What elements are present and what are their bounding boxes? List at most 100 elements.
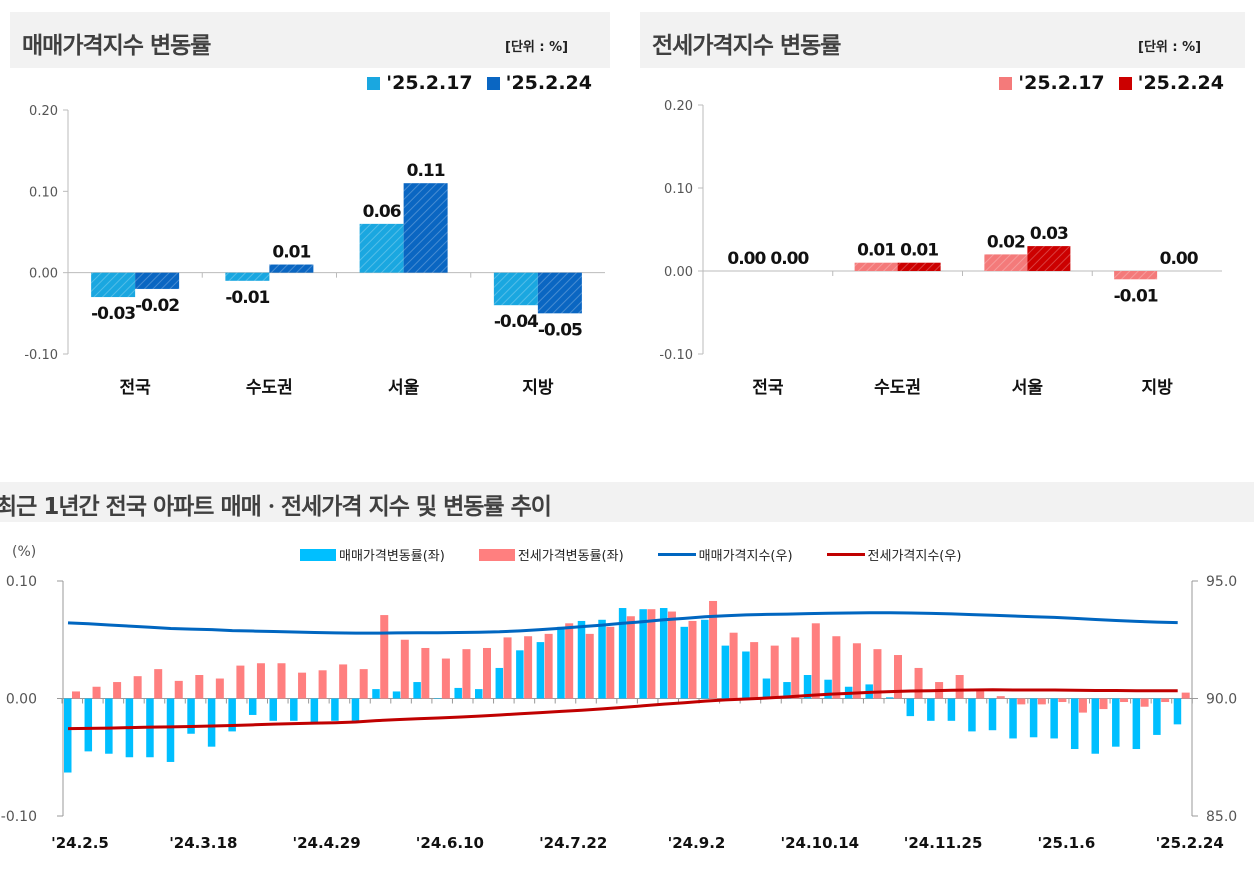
jeonse-rate-bar <box>770 645 779 699</box>
sale-rate-bar <box>105 698 113 754</box>
legend-label-curr: '25.2.24 <box>1137 72 1224 94</box>
legend-swatch-prev <box>999 76 1013 90</box>
data-label: 0.01 <box>900 241 938 261</box>
bar-hatch <box>897 262 941 271</box>
jeonse-rate-bar <box>236 665 245 699</box>
jeonse-index-line <box>67 688 1178 731</box>
sale-rate-bar <box>433 698 442 699</box>
legend-label-curr: '25.2.24 <box>505 72 592 94</box>
sale-rate-bar <box>84 698 93 752</box>
left-tick-label: -0.10 <box>1 809 37 825</box>
sale-panel-header <box>10 12 610 68</box>
jeonse-rate-bar <box>298 672 307 699</box>
sale-rate-bar <box>1091 698 1099 754</box>
bar-hatch <box>984 254 1028 271</box>
y-tick-label: 0.00 <box>664 265 693 280</box>
x-tick-label: '25.2.24 <box>1156 834 1224 852</box>
bar-hatch <box>135 272 180 289</box>
y-tick-label: 0.10 <box>29 185 58 200</box>
bar-hatch <box>269 264 314 273</box>
sale-rate-bar <box>310 698 319 725</box>
bar-hatch <box>359 223 404 273</box>
data-label: 0.01 <box>857 241 895 261</box>
sale-panel-title: 매매가격지수 변동률 <box>22 33 211 59</box>
jeonse-rate-bar <box>1140 698 1149 707</box>
data-label: -0.04 <box>494 312 539 332</box>
jeonse-rate-bar <box>277 663 286 699</box>
sale-rate-bar <box>290 698 298 721</box>
jeonse-rate-bar <box>154 669 163 699</box>
y-tick-label: -0.10 <box>24 348 58 363</box>
bar-hatch <box>1114 271 1158 280</box>
sale-rate-bar <box>392 691 401 699</box>
legend-swatch-sale-rate <box>300 548 336 561</box>
sale-rate-bar <box>351 698 360 721</box>
jeonse-rate-bar <box>1037 698 1046 705</box>
data-label: -0.01 <box>1114 286 1158 306</box>
sale-rate-bar <box>331 698 339 721</box>
jeonse-rate-bar <box>976 689 985 699</box>
jeonse-rate-bar <box>174 680 183 699</box>
category-label: 지방 <box>522 378 554 398</box>
data-label: 0.03 <box>1030 224 1068 244</box>
jeonse-rate-bar <box>1099 698 1108 710</box>
jeonse-panel-unit: [단위 : %] <box>1138 40 1202 55</box>
sale-rate-bar <box>803 675 812 699</box>
category-label: 전국 <box>752 378 784 398</box>
sale-rate-bar <box>886 697 894 699</box>
jeonse-rate-bar <box>1181 692 1190 699</box>
jeonse-rate-bar <box>421 647 430 699</box>
data-label: -0.01 <box>225 288 269 308</box>
left-tick-label: 0.00 <box>6 692 37 708</box>
legend-label-sale-rate: 매매가격변동률(좌) <box>339 549 445 564</box>
jeonse-rate-bar <box>1058 698 1067 703</box>
bar-hatch <box>1027 246 1071 271</box>
jeonse-rate-bar <box>1120 698 1129 703</box>
sale-rate-bar <box>742 651 750 699</box>
sale-rate-bar <box>639 609 647 699</box>
x-tick-label: '24.7.22 <box>539 834 607 852</box>
bar-hatch <box>854 262 898 271</box>
jeonse-rate-bar <box>894 655 902 699</box>
data-label: 0.00 <box>770 249 809 269</box>
jeonse-rate-bar <box>1017 698 1026 705</box>
category-label: 전국 <box>119 378 151 398</box>
sale-rate-bar <box>269 698 277 721</box>
jeonse-rate-bar <box>256 663 265 699</box>
x-tick-label: '25.1.6 <box>1038 834 1096 852</box>
jeonse-rate-bar <box>811 623 820 699</box>
sale-rate-bar <box>187 698 195 734</box>
legend-swatch-curr <box>1118 76 1132 90</box>
jeonse-rate-bar <box>791 637 800 699</box>
category-label: 수도권 <box>246 378 293 398</box>
sale-rate-bar <box>413 682 421 699</box>
jeonse-rate-bar <box>914 667 923 699</box>
jeonse-rate-bar <box>503 637 512 699</box>
jeonse-rate-bar <box>359 669 368 699</box>
sale-rate-bar <box>1050 698 1058 739</box>
category-label: 서울 <box>388 378 420 398</box>
sale-rate-bar <box>680 626 688 699</box>
sale-rate-bar <box>701 619 709 699</box>
right-tick-label: 85.0 <box>1206 809 1237 825</box>
jeonse-rate-bar <box>585 633 594 699</box>
jeonse-panel-header <box>640 12 1245 68</box>
sale-rate-bar <box>557 626 565 699</box>
jeonse-rate-bar <box>873 649 882 699</box>
bar-hatch <box>537 272 582 314</box>
jeonse-rate-bar <box>955 675 964 699</box>
jeonse-rate-bar <box>92 686 101 699</box>
legend-label-jeonse-rate: 전세가격변동률(좌) <box>517 549 624 564</box>
sale-rate-bar <box>454 687 462 699</box>
x-tick-label: '24.6.10 <box>416 834 484 852</box>
y-tick-label: 0.10 <box>664 182 693 197</box>
sale-rate-bar <box>721 645 730 699</box>
sale-rate-bar <box>988 698 997 731</box>
sale-rate-bar <box>64 698 72 773</box>
data-label: 0.00 <box>1160 249 1199 269</box>
legend-label-jeonse-index: 전세가격지수(우) <box>867 549 962 564</box>
legend-swatch-jeonse-index <box>826 553 865 556</box>
jeonse-rate-bar <box>688 620 697 699</box>
left-tick-label: 0.10 <box>6 574 37 590</box>
